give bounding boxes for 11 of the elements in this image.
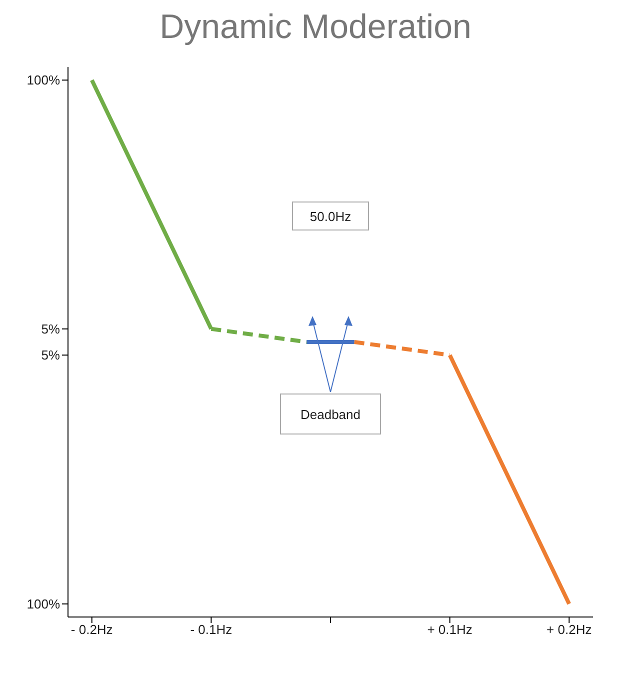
y-tick-label: 100% [26, 72, 60, 88]
x-tick-label: - 0.1Hz [190, 622, 232, 638]
y-tick-label: 5% [41, 348, 60, 363]
annotation: 50.0Hz [310, 209, 352, 224]
x-tick-label: + 0.2Hz [546, 622, 592, 638]
y-tick-label: 5% [41, 322, 60, 337]
y-tick-label: 100% [26, 596, 60, 612]
chart-title: Dynamic Moderation [158, 8, 472, 47]
annotation: Deadband [300, 407, 360, 422]
x-tick-label: + 0.1Hz [427, 622, 472, 638]
x-tick-label: - 0.2Hz [70, 622, 113, 638]
